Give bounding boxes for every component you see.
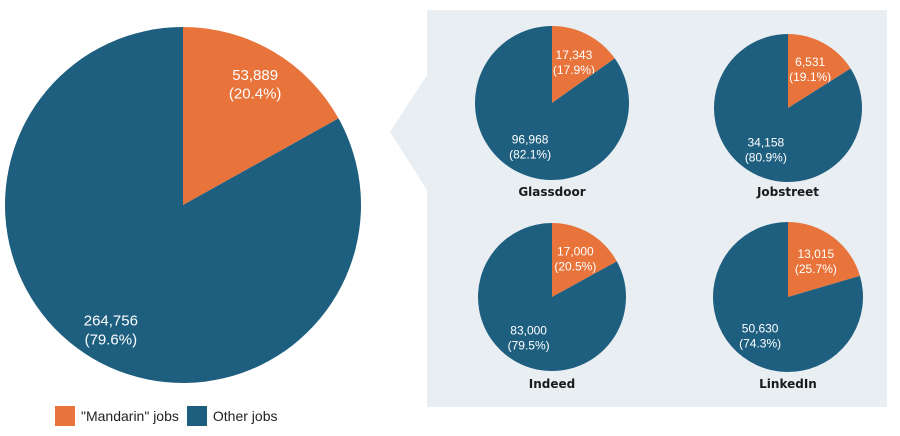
data-label: 50,630 (74.3%) [739,321,781,350]
slice-mandarin-1 [552,26,615,103]
legend-label: "Mandarin" jobs [81,408,179,424]
slice-mandarin-2 [788,34,851,108]
legend-label: Other jobs [212,408,278,424]
legend-item-other: Other jobs [186,406,278,426]
slice-other-0 [5,27,362,384]
data-label: 6,531 (19.1%) [789,55,831,84]
data-label: 96,968 (82.1%) [509,133,551,162]
data-label: 264,756 (79.6%) [84,313,138,349]
legend-item-mandarin: "Mandarin" jobs [55,406,179,426]
data-label: 34,158 (80.9%) [745,135,787,164]
legend-swatch-mandarin [55,406,75,426]
slice-other-2 [713,34,862,182]
data-label: 17,000 (20.5%) [554,245,596,274]
legend: "Mandarin" jobs Other jobs [55,406,285,426]
slice-other-3 [477,223,626,371]
data-label: 17,343 (17.9%) [553,48,595,77]
data-label: 53,889 (20.4%) [229,67,282,103]
pie-title: LinkedIn [759,377,817,391]
pie-title: Jobstreet [756,185,819,199]
pie-title: Indeed [529,377,575,391]
callout-arrow [390,75,427,190]
data-label: 83,000 (79.5%) [508,324,550,353]
pie-title: Glassdoor [518,185,585,199]
slice-mandarin-0 [183,27,339,205]
slice-mandarin-4 [788,222,860,297]
legend-swatch-other [186,406,207,426]
slice-other-4 [713,222,863,373]
slice-mandarin-3 [552,223,617,297]
slice-other-1 [474,26,629,180]
data-label: 13,015 (25.7%) [795,247,837,276]
